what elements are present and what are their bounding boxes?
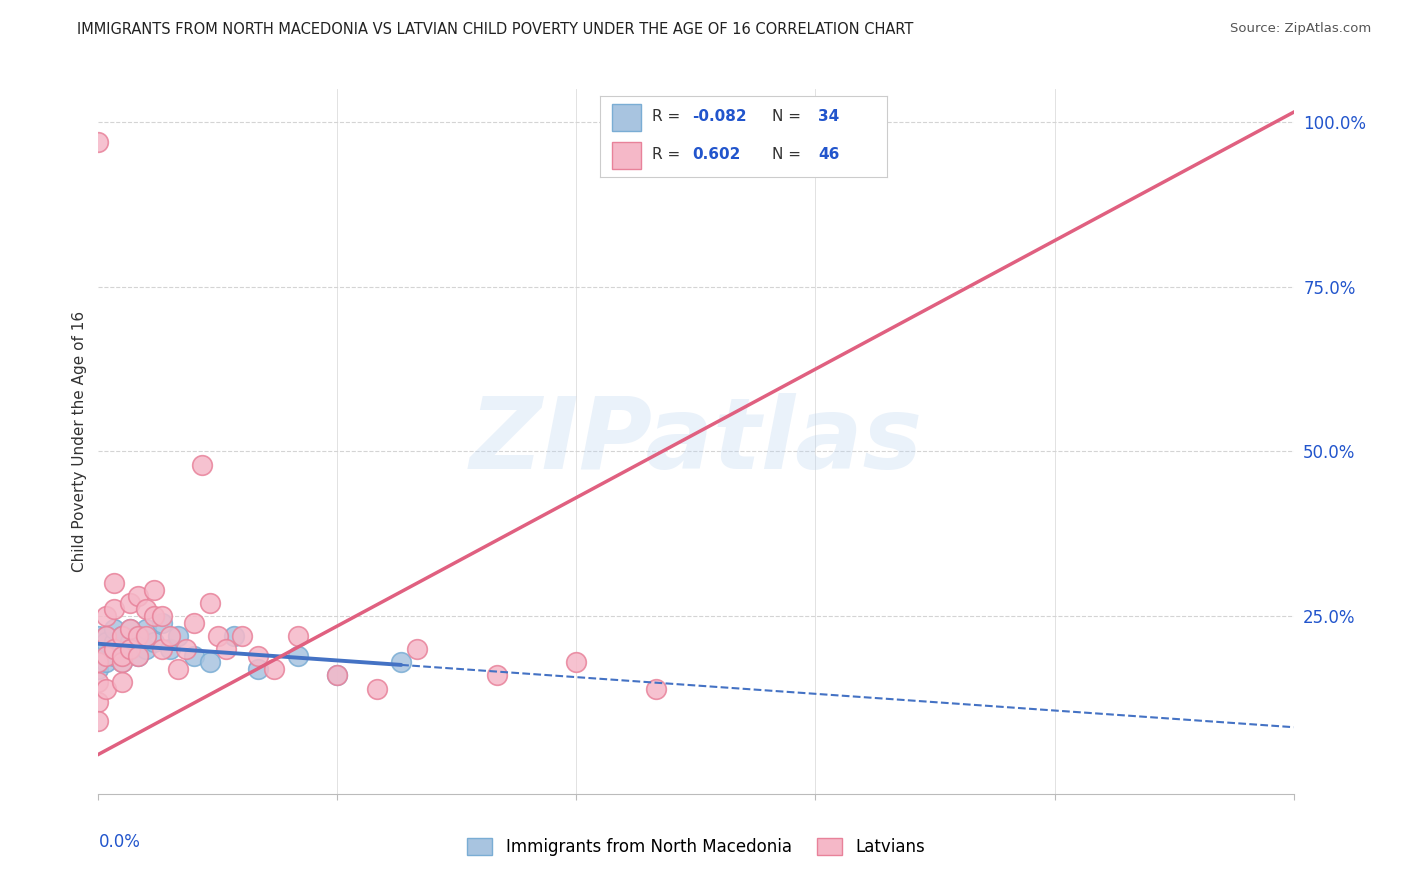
Point [389,655,412,669]
Point [103,622,125,636]
Point [207,629,229,643]
Point [103,576,125,591]
Point [96,655,118,669]
Point [111,629,134,643]
Point [103,648,125,663]
Point [103,642,125,657]
Point [111,655,134,669]
FancyBboxPatch shape [612,142,641,169]
Point [150,615,173,630]
Point [127,590,149,604]
Point [326,668,349,682]
Point [366,681,388,696]
Point [222,629,245,643]
Point [174,642,197,657]
Text: ZIPatlas: ZIPatlas [470,393,922,490]
Text: 34: 34 [818,110,839,124]
Legend: Immigrants from North Macedonia, Latvians: Immigrants from North Macedonia, Latvian… [461,831,931,863]
Point [326,668,349,682]
Point [198,596,221,610]
Point [127,629,149,643]
Point [96,629,118,643]
Point [565,655,588,669]
Text: R =: R = [652,146,690,161]
Point [96,681,118,696]
Point [143,635,166,649]
Point [87,714,110,729]
Point [87,655,110,669]
Point [246,648,269,663]
Point [246,662,269,676]
Point [87,674,110,689]
Point [406,642,429,657]
Point [103,642,125,657]
Point [183,648,205,663]
Point [135,642,157,657]
Point [96,609,118,624]
Text: N =: N = [772,110,806,124]
Text: -0.082: -0.082 [692,110,747,124]
Point [87,695,110,709]
Point [87,629,110,643]
Point [120,622,142,636]
Point [485,668,508,682]
Point [150,609,173,624]
Point [287,629,309,643]
Point [645,681,668,696]
Point [111,655,134,669]
Point [96,648,118,663]
Point [96,642,118,657]
Point [87,635,110,649]
Text: 0.602: 0.602 [692,146,741,161]
Point [120,596,142,610]
Point [143,609,166,624]
Point [231,629,253,643]
Y-axis label: Child Poverty Under the Age of 16: Child Poverty Under the Age of 16 [72,311,87,572]
Point [135,622,157,636]
Point [167,629,190,643]
Point [120,622,142,636]
Text: IMMIGRANTS FROM NORTH MACEDONIA VS LATVIAN CHILD POVERTY UNDER THE AGE OF 16 COR: IMMIGRANTS FROM NORTH MACEDONIA VS LATVI… [77,22,914,37]
Point [183,615,205,630]
Point [150,642,173,657]
Point [143,582,166,597]
Point [120,635,142,649]
Text: N =: N = [772,146,806,161]
Text: Source: ZipAtlas.com: Source: ZipAtlas.com [1230,22,1371,36]
Point [159,642,181,657]
Point [198,655,221,669]
Point [111,648,134,663]
Point [127,648,149,663]
Point [167,662,190,676]
Point [159,629,181,643]
Text: 0.0%: 0.0% [98,832,141,851]
Point [87,135,110,149]
Point [135,602,157,616]
Point [96,635,118,649]
Point [120,642,142,657]
Point [103,602,125,616]
Point [135,629,157,643]
Point [96,629,118,643]
Point [120,642,142,657]
Point [191,458,214,472]
Point [111,642,134,657]
Point [87,662,110,676]
Point [127,629,149,643]
Point [111,629,134,643]
Point [287,648,309,663]
Text: 46: 46 [818,146,839,161]
Point [103,635,125,649]
Point [87,648,110,663]
Point [127,648,149,663]
Point [111,674,134,689]
Point [111,648,134,663]
Point [215,642,238,657]
Point [263,662,285,676]
FancyBboxPatch shape [612,103,641,131]
Text: R =: R = [652,110,685,124]
